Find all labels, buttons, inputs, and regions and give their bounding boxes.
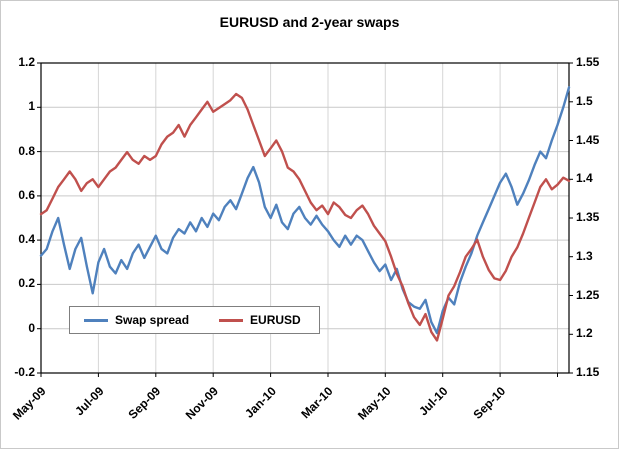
legend-item-swap-spread: Swap spread xyxy=(84,313,189,327)
legend: Swap spread EURUSD xyxy=(69,306,320,334)
left-axis-tick-label: 1.2 xyxy=(18,55,35,69)
legend-label-eurusd: EURUSD xyxy=(250,313,301,327)
left-axis-tick-label: 0.4 xyxy=(18,232,35,247)
left-axis-tick-label: 1 xyxy=(28,99,35,114)
left-axis-tick-label: 0.6 xyxy=(18,187,35,202)
chart-title: EURUSD and 2-year swaps xyxy=(219,14,400,30)
legend-line-swatch-swap-spread xyxy=(84,318,108,322)
legend-label-swap-spread: Swap spread xyxy=(115,313,190,327)
legend-line-swatch-eurusd xyxy=(219,318,244,322)
right-axis-tick-label: 1.3 xyxy=(576,248,593,263)
left-axis-tick-label: 0.8 xyxy=(18,143,35,158)
left-axis-tick-label: 0 xyxy=(28,320,35,335)
left-axis-tick-label: 0.2 xyxy=(18,276,35,291)
right-axis-tick-label: 1.15 xyxy=(576,365,600,379)
series-line-swap-spread xyxy=(39,86,571,335)
right-axis-tick-label: 1.55 xyxy=(576,55,600,69)
right-axis-tick-label: 1.2 xyxy=(576,326,593,341)
right-axis-tick-label: 1.5 xyxy=(576,93,593,108)
series-line-eurusd xyxy=(39,92,571,342)
right-axis-tick-label: 1.35 xyxy=(576,210,600,224)
right-axis-tick-label: 1.25 xyxy=(576,287,600,302)
legend-item-eurusd: EURUSD xyxy=(219,313,301,327)
left-axis-tick-label: -0.2 xyxy=(14,365,35,379)
right-axis-tick-label: 1.45 xyxy=(576,132,600,147)
right-axis-tick-label: 1.4 xyxy=(576,171,593,186)
